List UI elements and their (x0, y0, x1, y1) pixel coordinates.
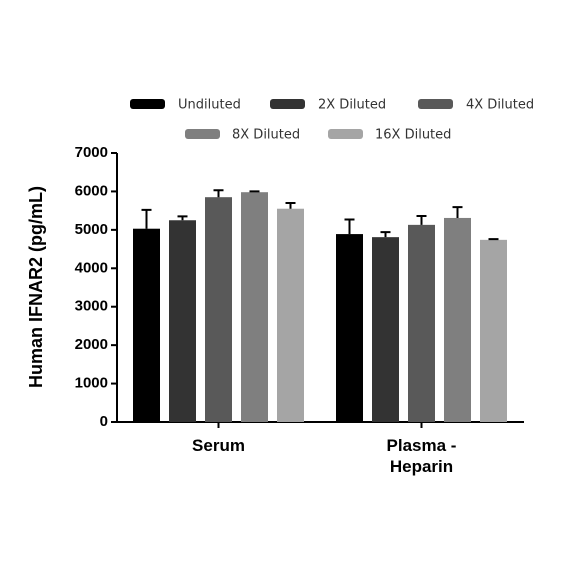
error-bar (344, 218, 355, 235)
y-tick-label: 5000 (75, 221, 108, 238)
bar (241, 192, 268, 422)
legend-label: 8X Diluted (232, 128, 300, 143)
x-tick-label: Plasma - Heparin (386, 436, 457, 476)
bar (444, 217, 471, 422)
legend-label: 4X Diluted (466, 98, 534, 113)
bar (480, 239, 507, 422)
bar (169, 220, 196, 422)
legend-swatch (130, 99, 165, 109)
y-axis-label: Human IFNAR2 (pg/mL) (26, 186, 46, 388)
error-bar (285, 201, 296, 209)
bar (408, 224, 435, 422)
y-tick-label: 4000 (75, 259, 108, 276)
legend-swatch (418, 99, 453, 109)
y-tick-label: 2000 (75, 336, 108, 353)
bar (205, 197, 232, 422)
error-bar (177, 215, 188, 221)
y-tick-label: 7000 (75, 144, 108, 161)
error-bar (213, 189, 224, 198)
error-bar (249, 190, 260, 193)
legend-label: Undiluted (178, 98, 241, 113)
bar (133, 228, 160, 422)
legend-label: 16X Diluted (375, 128, 451, 143)
x-tick-label: Serum (192, 436, 245, 455)
legend-swatch (328, 129, 363, 139)
error-bar (380, 231, 391, 238)
bar (277, 208, 304, 422)
legend-label: 2X Diluted (318, 98, 386, 113)
legend-swatch (185, 129, 220, 139)
error-bar (141, 208, 152, 229)
y-tick-label: 0 (100, 413, 108, 430)
y-tick-label: 1000 (75, 375, 108, 392)
error-bar (416, 215, 427, 225)
error-bar (452, 206, 463, 218)
bar (336, 234, 363, 422)
error-bar (488, 238, 499, 241)
y-tick-label: 6000 (75, 182, 108, 199)
legend-swatch (270, 99, 305, 109)
y-tick-label: 3000 (75, 298, 108, 315)
bar (372, 237, 399, 422)
